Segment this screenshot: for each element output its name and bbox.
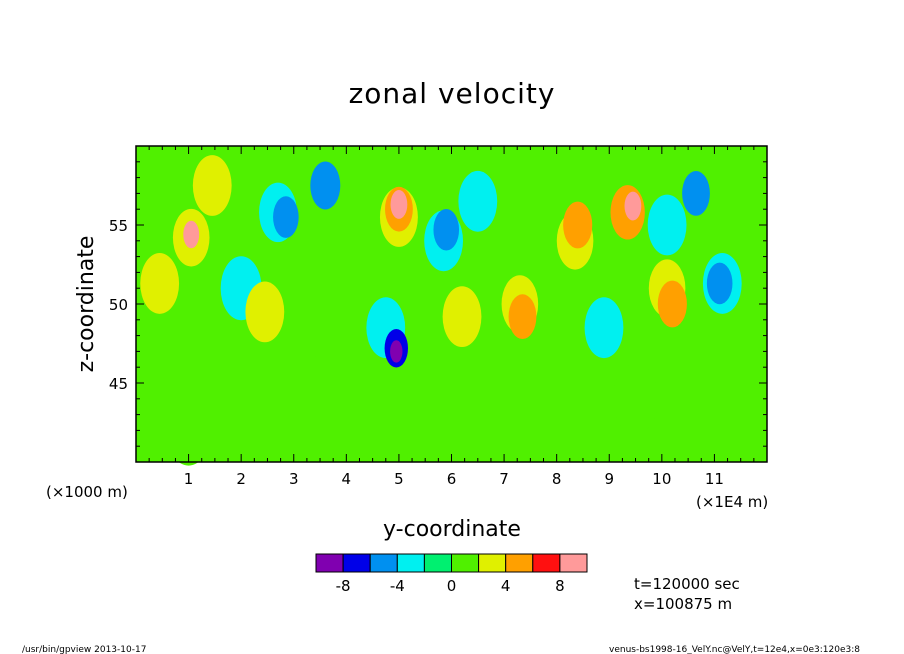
colorbar-label: 8 (555, 577, 565, 595)
x-tick-label: 9 (604, 470, 614, 488)
contour-region-4 (140, 253, 180, 314)
colorbar-label: -8 (336, 577, 351, 595)
x-tick-label: 1 (184, 470, 194, 488)
contour-region-26 (682, 171, 710, 216)
contour-region-1 (612, 363, 659, 434)
x-tick-label: 7 (499, 470, 509, 488)
contour-region-10 (442, 286, 482, 348)
contour-region-34 (390, 340, 403, 363)
x-axis-label: y-coordinate (383, 517, 521, 542)
contour-region-23 (657, 280, 687, 328)
contour-region-21 (310, 161, 341, 210)
x-tick-label: 6 (447, 470, 457, 488)
contour-region-25 (508, 294, 537, 340)
y-axis-ticks: 45 50 55 (109, 161, 767, 447)
contour-region-28 (433, 208, 460, 251)
y-tick-label: 50 (109, 296, 128, 314)
colorbar-swatch (532, 553, 561, 573)
contour-region-12 (647, 194, 687, 256)
x-tick-label: 3 (289, 470, 299, 488)
contour-field (140, 155, 742, 466)
colorbar-swatch (559, 553, 588, 573)
contour-region-32 (624, 191, 642, 221)
x-tick-label: 2 (236, 470, 246, 488)
x-tick-label: 11 (705, 470, 724, 488)
contour-region-6 (245, 281, 285, 343)
x-tick-label: 8 (552, 470, 562, 488)
contour-region-29 (706, 262, 733, 305)
colorbar-swatch (342, 553, 371, 573)
contour-region-0 (297, 355, 343, 427)
colorbar: -8 -4 0 4 8 (315, 553, 588, 595)
contour-region-11 (584, 297, 624, 359)
colorbar-label: 0 (447, 577, 457, 595)
footer-right: venus-bs1998-16_VelY.nc@VelY,t=12e4,x=0e… (609, 645, 860, 654)
colorbar-swatch (451, 553, 480, 573)
x-tick-label: 10 (652, 470, 671, 488)
colorbar-swatch (423, 553, 452, 573)
y-axis-label: z-coordinate (74, 236, 99, 373)
contour-region-2 (165, 395, 212, 466)
contour-region-33 (183, 220, 200, 249)
contour-region-5 (192, 155, 232, 216)
x-tick-label: 4 (342, 470, 352, 488)
contour-region-31 (390, 190, 408, 219)
x-position-annotation: x=100875 m (634, 595, 732, 613)
colorbar-label: 4 (501, 577, 511, 595)
contour-region-22 (563, 201, 593, 249)
colorbar-swatch (315, 553, 344, 573)
y-tick-label: 45 (109, 375, 128, 393)
colorbar-swatch (369, 553, 398, 573)
x-tick-label: 5 (394, 470, 404, 488)
colorbar-swatch (505, 553, 534, 573)
x-unit-right: (×1E4 m) (696, 493, 768, 511)
footer-left: /usr/bin/gpview 2013-10-17 (22, 645, 146, 654)
colorbar-swatch (478, 553, 507, 573)
x-axis-ticks: 1 2 3 4 5 6 7 8 9 10 11 (148, 146, 755, 488)
colorbar-swatch (396, 553, 425, 573)
colorbar-label: -4 (390, 577, 405, 595)
time-annotation: t=120000 sec (634, 575, 740, 593)
chart-title: zonal velocity (349, 77, 556, 110)
y-tick-label: 55 (109, 217, 128, 235)
contour-region-9 (458, 170, 498, 232)
contour-region-27 (273, 196, 299, 238)
x-unit-left: (×1000 m) (46, 483, 128, 501)
